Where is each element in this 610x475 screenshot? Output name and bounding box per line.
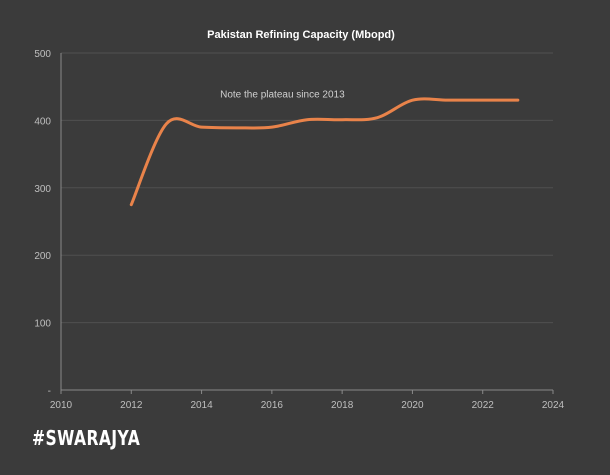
- x-tick-label: 2010: [50, 400, 73, 411]
- series-line: [129, 97, 520, 207]
- x-tick-label: 2020: [401, 400, 424, 411]
- x-tick-label: 2024: [542, 400, 565, 411]
- x-tick-label: 2016: [261, 400, 284, 411]
- y-tick-label: 100: [34, 319, 51, 330]
- y-tick-label: 300: [34, 184, 51, 195]
- x-tick-label: 2022: [472, 400, 495, 411]
- x-tick-label: 2012: [120, 400, 143, 411]
- y-tick-label: 400: [34, 116, 51, 127]
- x-tick-label: 2014: [190, 400, 213, 411]
- swarajya-logo: #SWARAJYA: [32, 426, 141, 450]
- chart-annotation: Note the plateau since 2013: [220, 89, 345, 100]
- y-tick-label: 200: [34, 251, 51, 262]
- chart-title: Pakistan Refining Capacity (Mbopd): [207, 29, 395, 41]
- y-tick-label: -: [48, 386, 51, 397]
- y-tick-label: 500: [34, 49, 51, 60]
- x-tick-label: 2018: [331, 400, 354, 411]
